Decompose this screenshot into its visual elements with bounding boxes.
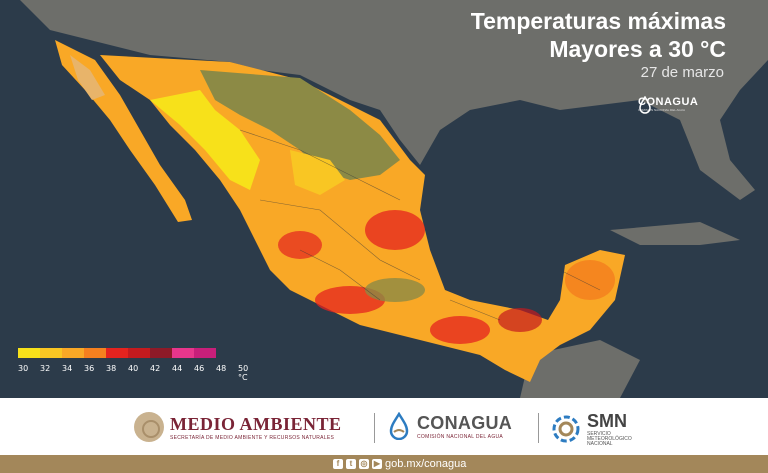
facebook-icon[interactable]: f <box>333 459 343 469</box>
conagua-subtitle: COMISIÓN NACIONAL DEL AGUA <box>417 433 504 440</box>
legend-tick-label: 50 °C <box>238 364 249 382</box>
twitter-icon[interactable]: t <box>346 459 356 469</box>
legend-tick-label: 42 <box>150 364 161 373</box>
hotspot-oaxaca <box>430 316 490 344</box>
smn-swirl-icon <box>551 414 581 444</box>
legend-tick-label: 44 <box>172 364 183 373</box>
temperature-map: Temperaturas máximas Mayores a 30 °C 27 … <box>0 0 768 398</box>
youtube-icon[interactable]: ▶ <box>372 459 382 469</box>
map-date: 27 de marzo <box>640 64 724 81</box>
map-title: Temperaturas máximas <box>470 8 726 34</box>
legend-tick-label: 36 <box>84 364 95 373</box>
central-plateau <box>365 278 425 302</box>
legend-tick-label: 48 <box>216 364 227 373</box>
smn-subtitle-3: NACIONAL <box>587 441 613 447</box>
conagua-logo[interactable]: CONAGUA COMISIÓN NACIONAL DEL AGUA <box>387 411 513 441</box>
legend-swatch <box>18 348 40 358</box>
smn-subtitle-2: METEOROLÓGICO <box>587 436 632 442</box>
cuba <box>610 222 740 245</box>
smn-title: SMN <box>587 411 627 431</box>
legend-swatch <box>84 348 106 358</box>
usa-landmass <box>20 0 768 200</box>
legend-tick-label: 38 <box>106 364 117 373</box>
legend-tick-label: 34 <box>62 364 73 373</box>
hotspot-sinaloa <box>278 231 322 259</box>
legend-tick-label: 40 <box>128 364 139 373</box>
legend-color-bar <box>18 348 260 358</box>
footer-brands: MEDIO AMBIENTE SECRETARÍA DE MEDIO AMBIE… <box>0 398 768 455</box>
social-icons: f t ◎ ▶ <box>333 459 382 469</box>
footer-divider <box>374 413 375 443</box>
medio-ambiente-title: MEDIO AMBIENTE <box>170 413 342 434</box>
map-subtitle: Mayores a 30 °C <box>549 36 726 62</box>
legend-tick-label: 46 <box>194 364 205 373</box>
legend-swatch <box>62 348 84 358</box>
durango-band <box>290 150 345 195</box>
conagua-map-label: CONAGUA <box>638 96 699 108</box>
instagram-icon[interactable]: ◎ <box>359 459 369 469</box>
baja-north-region <box>70 55 105 100</box>
legend-swatch <box>40 348 62 358</box>
hotspot-tabasco <box>498 308 542 332</box>
medio-ambiente-logo[interactable]: MEDIO AMBIENTE SECRETARÍA DE MEDIO AMBIE… <box>134 412 342 442</box>
legend-swatch <box>128 348 150 358</box>
map-graphic <box>0 0 768 398</box>
northern-cool-region <box>200 70 400 180</box>
conagua-url[interactable]: gob.mx/conagua <box>385 458 467 470</box>
central-america <box>520 340 640 398</box>
smn-logo[interactable]: SMN SERVICIO METEOROLÓGICO NACIONAL <box>551 411 632 447</box>
legend-swatch <box>172 348 194 358</box>
legend-tick-label: 32 <box>40 364 51 373</box>
sonora-chihuahua-band <box>150 90 260 190</box>
legend-swatch <box>150 348 172 358</box>
mexico-seal-icon <box>134 412 164 442</box>
conagua-title: CONAGUA <box>417 412 513 433</box>
state-borders <box>239 129 601 321</box>
legend-swatch <box>106 348 128 358</box>
hotspot-yucatan <box>565 260 615 300</box>
hotspot-san-luis <box>365 210 425 250</box>
footer-divider <box>538 413 539 443</box>
smn-subtitle-1: SERVICIO <box>587 431 611 437</box>
conagua-drop-icon <box>387 411 411 441</box>
legend-ticks: 30 32 34 36 38 40 42 44 46 48 50 °C <box>18 364 260 382</box>
conagua-map-sub: COMISIÓN NACIONAL DEL AGUA <box>638 108 685 112</box>
medio-ambiente-subtitle: SECRETARÍA DE MEDIO AMBIENTE Y RECURSOS … <box>170 434 335 441</box>
conagua-drop-icon <box>639 96 651 114</box>
bottom-bar: f t ◎ ▶ gob.mx/conagua <box>0 455 768 473</box>
legend-swatch <box>194 348 216 358</box>
conagua-map-logo: CONAGUA COMISIÓN NACIONAL DEL AGUA <box>638 96 699 114</box>
legend-tick-label: 30 <box>18 364 29 373</box>
temperature-legend: 30 32 34 36 38 40 42 44 46 48 50 °C <box>18 348 260 382</box>
